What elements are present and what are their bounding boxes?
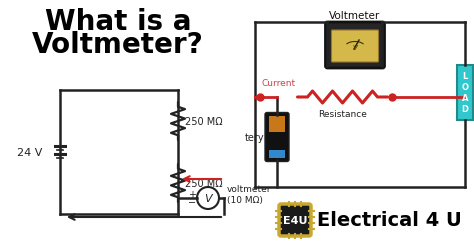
Text: V: V xyxy=(204,193,212,203)
Bar xyxy=(269,150,285,158)
Text: Current: Current xyxy=(262,79,296,88)
Text: Voltmeter: Voltmeter xyxy=(329,11,381,21)
FancyBboxPatch shape xyxy=(326,23,384,69)
FancyBboxPatch shape xyxy=(279,204,311,236)
Text: V: V xyxy=(353,45,357,51)
Text: 250 MΩ: 250 MΩ xyxy=(185,116,223,127)
Text: −: − xyxy=(188,197,196,207)
Bar xyxy=(269,116,285,132)
Text: Voltmeter?: Voltmeter? xyxy=(32,31,204,59)
Text: What is a: What is a xyxy=(45,8,191,36)
Text: L
O
A
D: L O A D xyxy=(462,72,468,114)
FancyBboxPatch shape xyxy=(265,113,289,162)
Text: voltmeter
(10 MΩ): voltmeter (10 MΩ) xyxy=(227,184,272,204)
Text: +: + xyxy=(188,189,196,199)
Bar xyxy=(457,65,473,120)
Text: E4U: E4U xyxy=(283,215,307,225)
Text: Resistance: Resistance xyxy=(318,110,367,118)
Text: 24 V: 24 V xyxy=(17,147,42,158)
Text: tery: tery xyxy=(245,133,264,142)
Text: Electrical 4 U: Electrical 4 U xyxy=(317,211,462,230)
Text: 250 MΩ: 250 MΩ xyxy=(185,178,223,188)
FancyBboxPatch shape xyxy=(331,31,379,63)
